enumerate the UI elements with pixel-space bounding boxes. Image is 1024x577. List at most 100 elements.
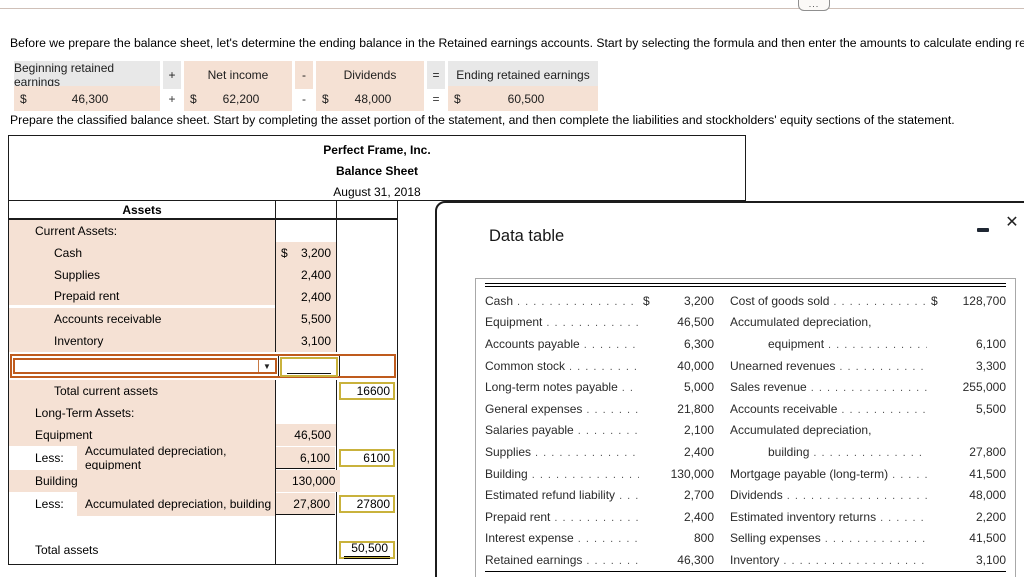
account-value: 3,200	[683, 293, 714, 308]
amount-cell-filled[interactable]: 27,800	[276, 493, 335, 515]
dropdown-value	[15, 360, 258, 372]
dot-leader	[880, 512, 927, 524]
amount-input-beginning[interactable]: $ 46,300	[14, 86, 160, 111]
account-value: 40,000	[677, 358, 714, 373]
data-table-cell: Accumulated depreciation,	[730, 423, 1006, 437]
account-dropdown-filled[interactable]: Total current assets	[9, 380, 275, 402]
formula-dropdown-dividends[interactable]: Dividends	[316, 61, 424, 89]
data-table-cell: Equipment 46,500	[485, 315, 714, 329]
dot-leader	[787, 490, 927, 502]
formula-dropdown-net-income[interactable]: Net income	[184, 61, 292, 89]
balance-sheet-table: Assets Current Assets: Cash $3,200 Supplies…	[8, 200, 398, 565]
account-label: Cash	[485, 293, 514, 308]
table-bottom-rule	[485, 570, 1006, 572]
account-label: Sales revenue	[730, 380, 807, 395]
amount-input-empty[interactable]	[280, 357, 338, 377]
close-button[interactable]: ✕	[1001, 211, 1023, 233]
account-dropdown-filled[interactable]: Accumulated depreciation, building	[77, 492, 275, 516]
amount-cell-filled[interactable]: 3,100	[276, 330, 336, 352]
account-dropdown-filled[interactable]: Building	[9, 470, 275, 492]
amount-value: 16600	[356, 384, 390, 398]
account-value: 41,500	[969, 466, 1006, 481]
dot-leader	[892, 469, 927, 481]
amount-cell-filled[interactable]: 46,500	[276, 424, 336, 446]
more-options-button[interactable]: ...	[798, 0, 830, 11]
amount-cell-filled[interactable]: 130,000	[276, 470, 341, 492]
close-icon: ✕	[1005, 214, 1019, 231]
account-dropdown-filled[interactable]: Long-Term Assets:	[9, 402, 275, 424]
dot-leader	[532, 469, 639, 481]
account-value: 46,500	[677, 315, 714, 330]
amount-cell-filled[interactable]: 2,400	[276, 286, 336, 308]
account-dropdown-filled[interactable]: Prepaid rent	[9, 286, 275, 305]
dot-leader	[622, 382, 639, 394]
account-value: 5,000	[683, 380, 714, 395]
data-table-cell: Supplies 2,400	[485, 445, 714, 459]
account-label: Building	[485, 466, 528, 481]
amount-value: 5,500	[300, 312, 331, 326]
amount-input-dividends[interactable]: $ 48,000	[316, 86, 424, 111]
balance-sheet-row: ▼	[10, 354, 396, 378]
dot-leader	[813, 447, 927, 459]
balance-sheet-row: Total current assets 16600	[9, 380, 397, 402]
data-table-row: Prepaid rent 2,400 Estimated inventory ret…	[485, 506, 1006, 528]
account-dropdown-filled[interactable]: Cash	[9, 242, 275, 264]
account-label: Common stock	[485, 358, 566, 373]
account-label: Supplies	[485, 444, 532, 459]
data-table-cell: Unearned revenues 3,300	[730, 359, 1006, 373]
data-table-cell: Common stock 40,000	[485, 359, 714, 373]
account-label: Estimated refund liability	[485, 488, 616, 503]
account-label: equipment	[768, 336, 825, 351]
dot-leader	[828, 339, 927, 351]
data-table: Cash $3,200 Cost of goods sold $128,700 Equi…	[475, 278, 1016, 577]
amount-cell-filled[interactable]: 5,500	[276, 308, 336, 330]
data-table-row: Common stock 40,000 Unearned revenues 3,300	[485, 355, 1006, 377]
account-label: Mortgage payable (long-term)	[730, 466, 889, 481]
account-label: Equipment	[485, 315, 543, 330]
amount-cell-filled[interactable]: 2,400	[276, 264, 336, 286]
currency-symbol: $	[281, 246, 288, 260]
amount-input-net-income[interactable]: $ 62,200	[184, 86, 292, 111]
retained-earnings-formula-values: $ 46,300 + $ 62,200 - $ 48,000 = $ 60,50…	[14, 86, 598, 111]
ellipsis-icon: ...	[808, 0, 820, 9]
dot-leader	[554, 512, 639, 524]
data-table-cell: Accounts receivable 5,500	[730, 402, 1006, 416]
amount-input-filled[interactable]: 50,500	[339, 541, 395, 559]
amount-cell-filled[interactable]: 6,100	[276, 447, 335, 469]
balance-sheet-row: Accounts receivable 5,500	[9, 308, 397, 330]
account-value: 6,300	[683, 336, 714, 351]
data-table-row: Retained earnings 46,300 Inventory 3,100	[485, 549, 1006, 571]
account-dropdown-filled[interactable]: Inventory	[9, 330, 275, 352]
account-dropdown-filled[interactable]: Accounts receivable	[9, 308, 275, 330]
amount-input-filled[interactable]: 6100	[339, 449, 395, 467]
data-table-row: Estimated refund liability 2,700 Dividends…	[485, 484, 1006, 506]
account-value: 46,300	[677, 552, 714, 567]
currency-symbol: $	[190, 91, 197, 106]
formula-term-beginning: Beginning retained earnings	[14, 61, 160, 89]
amount-value: 2,400	[300, 268, 331, 282]
dot-leader	[584, 339, 639, 351]
account-dropdown-filled[interactable]: Equipment	[9, 424, 275, 446]
account-label: Selling expenses	[730, 531, 821, 546]
amount-input-ending[interactable]: $ 60,500	[448, 86, 598, 111]
amount-cell-filled[interactable]: $3,200	[276, 242, 336, 264]
amount-input-filled[interactable]: 27800	[339, 495, 395, 513]
account-dropdown-empty[interactable]: ▼	[13, 358, 277, 374]
balance-sheet-row: Total assets 50,500	[9, 536, 397, 564]
data-table-row: Supplies 2,400 building 27,800	[485, 441, 1006, 463]
account-dropdown-filled[interactable]: Supplies	[9, 264, 275, 286]
account-value: 2,700	[683, 488, 714, 503]
account-label: Prepaid rent	[485, 509, 551, 524]
data-table-cell: Sales revenue 255,000	[730, 380, 1006, 394]
account-dropdown-filled[interactable]: Accumulated depreciation, equipment	[77, 444, 275, 472]
blank-answer-line	[286, 361, 332, 374]
account-dropdown-filled[interactable]: Current Assets:	[9, 220, 275, 242]
company-name: Perfect Frame, Inc.	[323, 143, 431, 157]
minimize-button[interactable]	[977, 225, 990, 235]
balance-sheet-row: Inventory 3,100	[9, 330, 397, 352]
less-label: Less:	[9, 446, 77, 470]
data-table-cell: Inventory 3,100	[730, 553, 1006, 567]
data-table-row: Building 130,000 Mortgage payable (long-te…	[485, 463, 1006, 485]
amount-input-filled[interactable]: 16600	[339, 382, 395, 400]
